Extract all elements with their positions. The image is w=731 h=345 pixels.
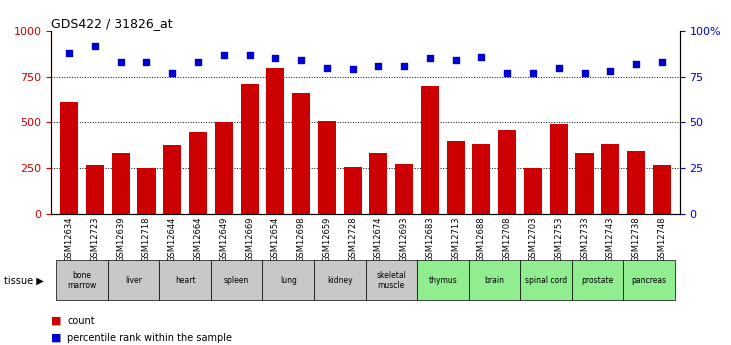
Text: GDS422 / 31826_at: GDS422 / 31826_at [51,17,173,30]
Bar [189,132,207,214]
Text: percentile rank within the sample: percentile rank within the sample [67,333,232,343]
Point [373,63,385,69]
Bar [266,68,284,214]
Point [605,69,616,74]
Point [656,59,667,65]
Bar [318,121,336,214]
Point [527,70,539,76]
Bar [240,84,259,214]
Point [89,43,101,48]
Text: heart: heart [175,276,195,285]
Bar [163,145,181,214]
Point [192,59,204,65]
Point [450,58,461,63]
Point [579,70,591,76]
Bar [369,152,387,214]
Point [346,67,358,72]
Bar [627,151,645,214]
Text: lung: lung [280,276,297,285]
Text: skeletal
muscle: skeletal muscle [376,270,406,290]
Text: bone
marrow: bone marrow [67,270,96,290]
Text: pancreas: pancreas [632,276,667,285]
Point [243,52,255,58]
Point [476,54,488,59]
Bar [421,86,439,214]
Text: ■: ■ [51,316,61,326]
Point [424,56,436,61]
Point [115,59,126,65]
Text: liver: liver [125,276,142,285]
Text: brain: brain [485,276,504,285]
Text: spinal cord: spinal cord [525,276,567,285]
Bar [60,102,78,214]
Bar [86,165,104,214]
Bar [215,122,232,214]
Text: spleen: spleen [224,276,249,285]
Bar [292,93,310,214]
Text: thymus: thymus [428,276,457,285]
Point [553,65,564,70]
Bar [395,164,413,214]
Bar [137,168,156,214]
Bar [344,167,362,214]
Point [64,50,75,56]
Bar [472,144,491,214]
Point [630,61,642,67]
Point [501,70,513,76]
Bar [112,152,130,214]
Bar [550,124,568,214]
Bar [499,130,516,214]
Point [140,59,152,65]
Point [398,63,410,69]
Bar [602,145,619,214]
Bar [653,166,671,214]
Bar [447,141,465,214]
Text: prostate: prostate [581,276,613,285]
Bar [575,152,594,214]
Point [295,58,307,63]
Point [270,56,281,61]
Text: count: count [67,316,95,326]
Text: kidney: kidney [327,276,352,285]
Point [167,70,178,76]
Text: ■: ■ [51,333,61,343]
Point [218,52,230,58]
Text: tissue ▶: tissue ▶ [4,275,43,285]
Bar [524,168,542,214]
Point [321,65,333,70]
